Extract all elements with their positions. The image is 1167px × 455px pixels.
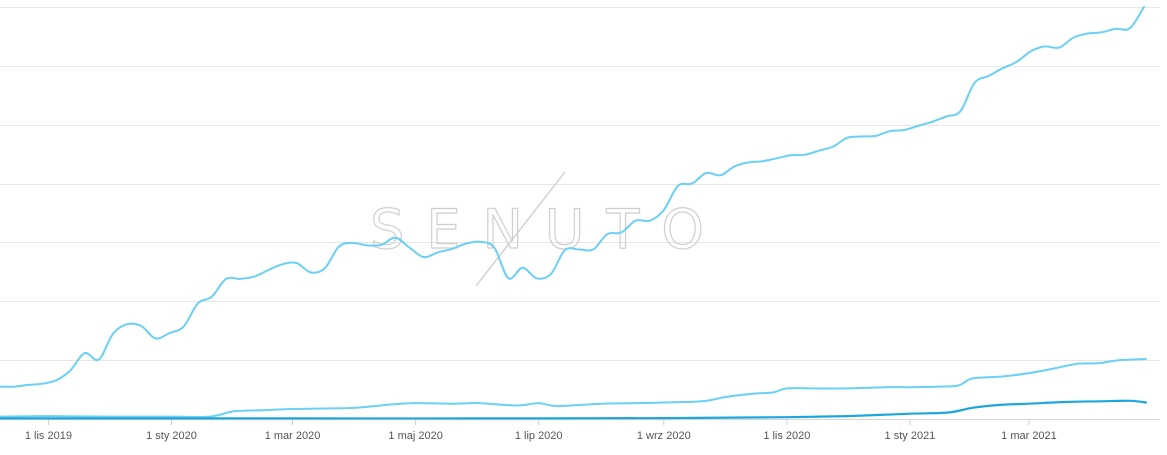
x-tick-label: 1 lis 2019 — [25, 430, 72, 442]
x-tick-label: 1 mar 2021 — [1001, 430, 1057, 442]
x-tick-label: 1 wrz 2020 — [637, 430, 691, 442]
series-lines — [0, 6, 1148, 420]
series-line-bottom — [0, 399, 1148, 420]
watermark: SENUTO — [369, 171, 726, 287]
x-axis: 1 lis 2019 1 sty 2020 1 mar 2020 1 maj 2020… — [25, 420, 1057, 442]
watermark-text: SENUTO — [370, 198, 726, 261]
grid-lines — [0, 7, 1160, 420]
x-tick-label: 1 maj 2020 — [388, 430, 442, 442]
x-tick-label: 1 lis 2020 — [763, 430, 810, 442]
series-line-top — [0, 6, 1145, 388]
watermark-slash — [475, 171, 566, 287]
x-tick-label: 1 lip 2020 — [515, 430, 563, 442]
x-tick-label: 1 mar 2020 — [265, 430, 321, 442]
series-line-middle — [0, 358, 1147, 418]
x-tick-label: 1 sty 2021 — [885, 430, 936, 442]
x-tick-label: 1 sty 2020 — [146, 430, 197, 442]
